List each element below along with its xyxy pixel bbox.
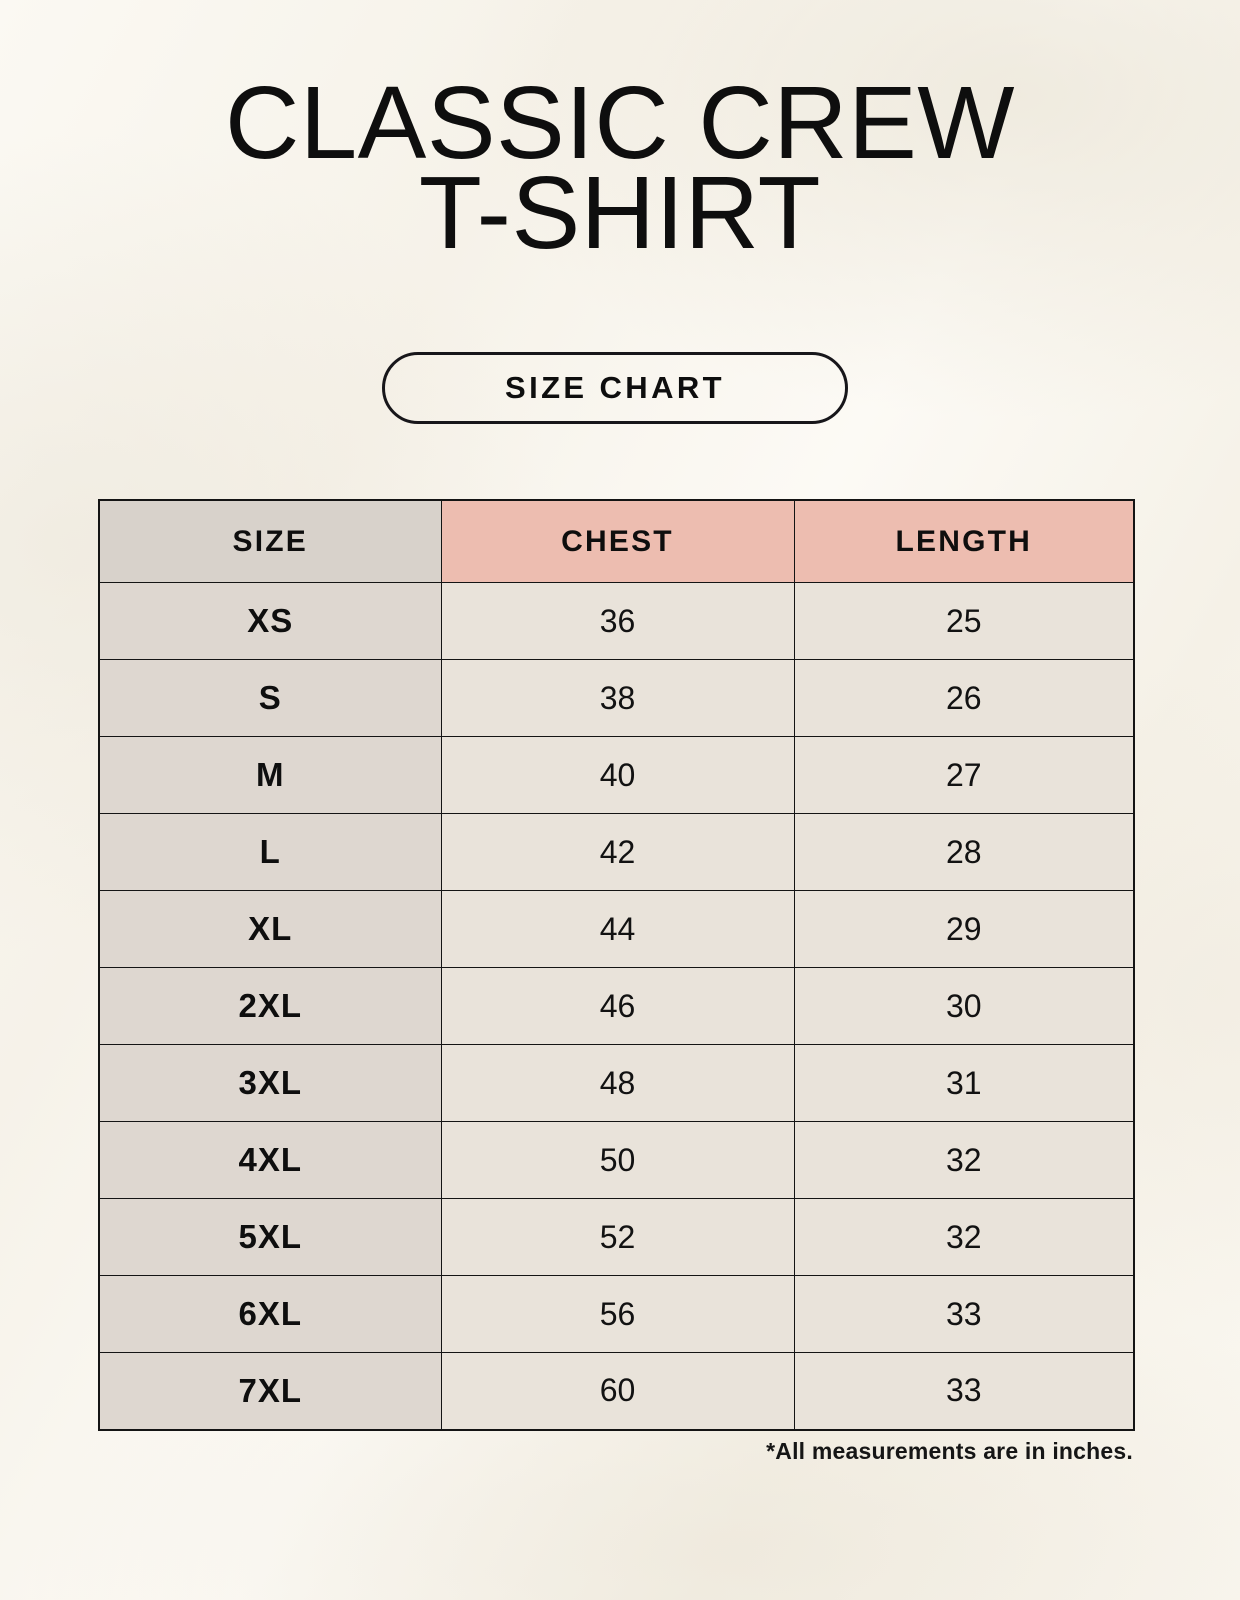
table-header-row: SIZE CHEST LENGTH <box>98 499 1135 583</box>
cell-length: 28 <box>793 813 1135 891</box>
column-header-chest: CHEST <box>440 499 795 583</box>
size-chart-table: SIZE CHEST LENGTH XS 36 25 S 38 26 M 40 … <box>98 499 1135 1431</box>
cell-chest: 48 <box>440 1044 795 1122</box>
table-row: 6XL 56 33 <box>98 1275 1135 1353</box>
cell-size: XS <box>98 582 442 660</box>
cell-length: 27 <box>793 736 1135 814</box>
cell-chest: 52 <box>440 1198 795 1276</box>
cell-chest: 56 <box>440 1275 795 1353</box>
cell-chest: 50 <box>440 1121 795 1199</box>
cell-length: 30 <box>793 967 1135 1045</box>
table-header: SIZE CHEST LENGTH <box>98 499 1135 583</box>
cell-length: 32 <box>793 1121 1135 1199</box>
cell-chest: 44 <box>440 890 795 968</box>
cell-size: S <box>98 659 442 737</box>
measurement-footnote: *All measurements are in inches. <box>766 1438 1133 1464</box>
cell-length: 33 <box>793 1352 1135 1430</box>
cell-size: 5XL <box>98 1198 442 1276</box>
cell-chest: 60 <box>440 1352 795 1430</box>
table-row: M 40 27 <box>98 736 1135 814</box>
cell-size: L <box>98 813 442 891</box>
cell-length: 32 <box>793 1198 1135 1276</box>
page-title: CLASSIC CREW T-SHIRT <box>224 65 1016 270</box>
table-row: 5XL 52 32 <box>98 1198 1135 1276</box>
cell-length: 25 <box>793 582 1135 660</box>
table-row: L 42 28 <box>98 813 1135 891</box>
cell-length: 33 <box>793 1275 1135 1353</box>
table-row: 2XL 46 30 <box>98 967 1135 1045</box>
cell-chest: 40 <box>440 736 795 814</box>
cell-length: 29 <box>793 890 1135 968</box>
table-row: XL 44 29 <box>98 890 1135 968</box>
cell-size: 6XL <box>98 1275 442 1353</box>
cell-chest: 36 <box>440 582 795 660</box>
column-header-size: SIZE <box>98 499 442 583</box>
cell-length: 26 <box>793 659 1135 737</box>
table-row: S 38 26 <box>98 659 1135 737</box>
column-header-length: LENGTH <box>793 499 1135 583</box>
cell-size: M <box>98 736 442 814</box>
table-row: 3XL 48 31 <box>98 1044 1135 1122</box>
cell-size: 4XL <box>98 1121 442 1199</box>
cell-chest: 38 <box>440 659 795 737</box>
title-block: CLASSIC CREW T-SHIRT <box>0 65 1240 270</box>
cell-size: 3XL <box>98 1044 442 1122</box>
cell-size: 2XL <box>98 967 442 1045</box>
cell-chest: 46 <box>440 967 795 1045</box>
cell-size: XL <box>98 890 442 968</box>
size-chart-badge-label: SIZE CHART <box>505 370 725 405</box>
table-body: XS 36 25 S 38 26 M 40 27 L 42 28 XL 44 <box>98 582 1135 1430</box>
size-chart-badge: SIZE CHART <box>382 352 848 424</box>
cell-length: 31 <box>793 1044 1135 1122</box>
table-row: 4XL 50 32 <box>98 1121 1135 1199</box>
cell-chest: 42 <box>440 813 795 891</box>
cell-size: 7XL <box>98 1352 442 1430</box>
table-row: XS 36 25 <box>98 582 1135 660</box>
table-row: 7XL 60 33 <box>98 1352 1135 1430</box>
